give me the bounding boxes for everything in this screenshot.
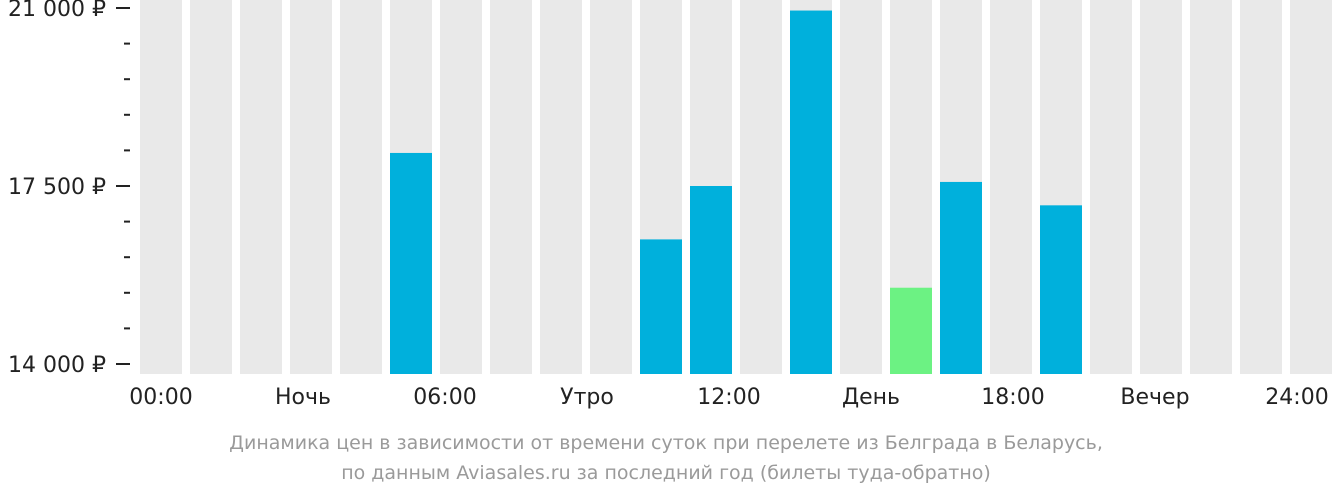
y-tick-label: 17 500 ₽ (8, 175, 106, 200)
background-column (140, 0, 182, 374)
background-columns (140, 0, 1332, 374)
x-tick-label: Вечер (1120, 385, 1189, 410)
background-column (1190, 0, 1232, 374)
background-column (1140, 0, 1182, 374)
x-tick-label: 06:00 (413, 385, 476, 410)
x-tick-label: Ночь (275, 385, 331, 410)
background-column (840, 0, 882, 374)
x-tick-label: 00:00 (129, 385, 192, 410)
y-axis: 21 000 ₽ 17 500 ₽ 14 000 ₽ (8, 0, 130, 378)
y-tick-label: 14 000 ₽ (8, 353, 106, 378)
x-tick-label: Утро (560, 385, 614, 410)
x-tick-label: 24:00 (1265, 385, 1328, 410)
background-column (1240, 0, 1282, 374)
price-bar (790, 10, 832, 375)
background-column (1090, 0, 1132, 374)
background-column (440, 0, 482, 374)
highlighted-price-bar (890, 287, 932, 374)
price-bar (1040, 205, 1082, 374)
chart-caption-line-2: по данным Aviasales.ru за последний год … (341, 462, 991, 484)
background-column (1290, 0, 1332, 374)
x-tick-label: 12:00 (697, 385, 760, 410)
background-column (740, 0, 782, 374)
price-bar (940, 181, 982, 374)
price-bar (690, 186, 732, 374)
background-column (540, 0, 582, 374)
background-column (340, 0, 382, 374)
x-axis: 00:00 Ночь 06:00 Утро 12:00 День 18:00 Вечер 24:… (129, 385, 1328, 410)
x-tick-label: 18:00 (981, 385, 1044, 410)
background-column (290, 0, 332, 374)
chart-caption-line-1: Динамика цен в зависимости от времени су… (229, 432, 1103, 454)
price-bar (390, 152, 432, 374)
background-column (590, 0, 632, 374)
background-column (190, 0, 232, 374)
background-column (490, 0, 532, 374)
y-tick-label: 21 000 ₽ (8, 0, 106, 22)
background-column (240, 0, 282, 374)
background-column (990, 0, 1032, 374)
bar-series (390, 10, 1082, 375)
x-tick-label: День (842, 385, 900, 410)
price-bar (640, 239, 682, 374)
